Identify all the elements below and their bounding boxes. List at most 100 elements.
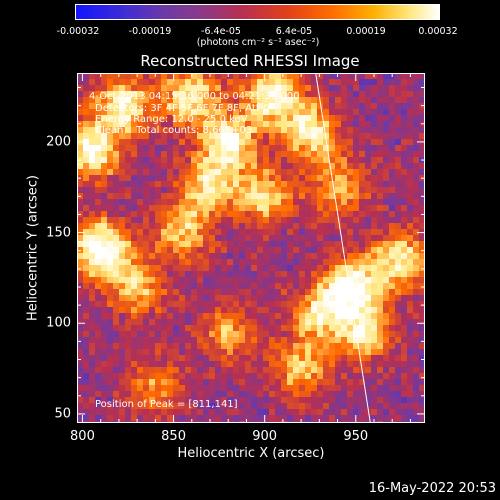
heatmap-cell [257, 259, 264, 266]
heatmap-cell [263, 325, 270, 332]
heatmap-cell [257, 73, 264, 80]
heatmap-cell [413, 313, 420, 320]
heatmap-cell [269, 307, 276, 314]
heatmap-cell [335, 349, 342, 356]
heatmap-cell [83, 415, 90, 422]
heatmap-cell [131, 259, 138, 266]
heatmap-cell [413, 361, 420, 368]
heatmap-cell [275, 337, 282, 344]
heatmap-cell [101, 361, 108, 368]
heatmap-cell [119, 259, 126, 266]
heatmap-cell [191, 133, 198, 140]
heatmap-cell [161, 313, 168, 320]
heatmap-cell [89, 181, 96, 188]
heatmap-cell [125, 199, 132, 206]
heatmap-cell [305, 223, 312, 230]
heatmap-cell [275, 187, 282, 194]
heatmap-cell [377, 217, 384, 224]
heatmap-cell [113, 403, 120, 410]
heatmap-cell [83, 373, 90, 380]
heatmap-cell [317, 241, 324, 248]
heatmap-cell [167, 79, 174, 86]
heatmap-cell [119, 229, 126, 236]
heatmap-cell [341, 97, 348, 104]
heatmap-cell [413, 259, 420, 266]
heatmap-cell [347, 229, 354, 236]
heatmap-cell [209, 109, 216, 116]
heatmap-cell [245, 319, 252, 326]
heatmap-cell [401, 301, 408, 308]
heatmap-cell [173, 145, 180, 152]
heatmap-cell [269, 97, 276, 104]
heatmap-cell [221, 301, 228, 308]
heatmap-cell [257, 175, 264, 182]
heatmap-cell [107, 193, 114, 200]
heatmap-cell [335, 223, 342, 230]
heatmap-cell [191, 85, 198, 92]
heatmap-cell [389, 325, 396, 332]
heatmap-cell [83, 253, 90, 260]
heatmap-cell [89, 385, 96, 392]
heatmap-cell [293, 397, 300, 404]
heatmap-cell [407, 379, 414, 386]
heatmap-cell [401, 307, 408, 314]
heatmap-cell [299, 217, 306, 224]
heatmap-cell [83, 307, 90, 314]
heatmap-cell [263, 97, 270, 104]
heatmap-cell [113, 271, 120, 278]
heatmap-cell [167, 361, 174, 368]
heatmap-cell [83, 247, 90, 254]
heatmap-cell [137, 385, 144, 392]
heatmap-cell [239, 271, 246, 278]
heatmap-cell [203, 121, 210, 128]
heatmap-cell [221, 391, 228, 398]
heatmap-cell [149, 211, 156, 218]
heatmap-cell [323, 211, 330, 218]
heatmap-cell [377, 391, 384, 398]
heatmap-cell [245, 379, 252, 386]
heatmap-cell [149, 199, 156, 206]
heatmap-cell [131, 403, 138, 410]
heatmap-cell [101, 163, 108, 170]
heatmap-cell [353, 397, 360, 404]
heatmap-cell [161, 235, 168, 242]
heatmap-cell [371, 259, 378, 266]
heatmap-cell [371, 409, 378, 416]
heatmap-cell [167, 343, 174, 350]
heatmap-cell [359, 121, 366, 128]
heatmap-cell [353, 391, 360, 398]
heatmap-cell [125, 253, 132, 260]
heatmap-cell [263, 145, 270, 152]
heatmap-cell [209, 289, 216, 296]
heatmap-cell [287, 325, 294, 332]
heatmap-cell [305, 103, 312, 110]
heatmap-cell [371, 145, 378, 152]
heatmap-cell [347, 169, 354, 176]
heatmap-cell [239, 343, 246, 350]
heatmap-cell [311, 211, 318, 218]
heatmap-cell [107, 211, 114, 218]
heatmap-cell [77, 403, 84, 410]
heatmap-cell [137, 187, 144, 194]
heatmap-cell [347, 73, 354, 80]
heatmap-cell [293, 373, 300, 380]
heatmap-cell [149, 367, 156, 374]
heatmap-cell [269, 157, 276, 164]
heatmap-cell [275, 391, 282, 398]
heatmap-cell [341, 127, 348, 134]
heatmap-cell [239, 331, 246, 338]
heatmap-cell [323, 127, 330, 134]
heatmap-cell [359, 307, 366, 314]
heatmap-cell [251, 349, 258, 356]
heatmap-cell [149, 133, 156, 140]
heatmap-cell [203, 163, 210, 170]
y-tick-label: 150 [46, 225, 71, 241]
heatmap-cell [119, 409, 126, 416]
heatmap-cell [335, 235, 342, 242]
heatmap-cell [227, 319, 234, 326]
heatmap-cell [407, 349, 414, 356]
heatmap-cell [137, 307, 144, 314]
heatmap-cell [137, 409, 144, 416]
heatmap-cell [299, 373, 306, 380]
heatmap-cell [221, 229, 228, 236]
